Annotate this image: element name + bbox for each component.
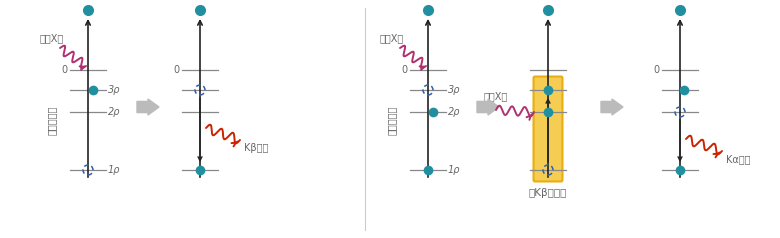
- FancyBboxPatch shape: [534, 76, 562, 182]
- Text: 3ρ: 3ρ: [108, 85, 120, 95]
- Text: 0: 0: [653, 65, 659, 75]
- Text: エネルギー: エネルギー: [387, 105, 397, 135]
- Text: 励起X線: 励起X線: [40, 33, 64, 43]
- Text: 2ρ: 2ρ: [108, 107, 120, 117]
- Text: 0: 0: [401, 65, 407, 75]
- Text: 『Kβ吸収』: 『Kβ吸収』: [529, 188, 567, 198]
- Text: 1ρ: 1ρ: [448, 165, 460, 175]
- Text: Kα発光: Kα発光: [726, 154, 750, 164]
- Text: 0: 0: [173, 65, 179, 75]
- Text: 励起X線: 励起X線: [484, 91, 508, 101]
- Text: エネルギー: エネルギー: [47, 105, 57, 135]
- Text: 励起X線: 励起X線: [380, 33, 404, 43]
- Text: 0: 0: [61, 65, 67, 75]
- Text: Kβ発光: Kβ発光: [244, 143, 268, 153]
- Polygon shape: [137, 99, 159, 115]
- Polygon shape: [601, 99, 623, 115]
- Polygon shape: [477, 99, 499, 115]
- Text: 3ρ: 3ρ: [448, 85, 460, 95]
- Text: 2ρ: 2ρ: [448, 107, 460, 117]
- Text: 1ρ: 1ρ: [108, 165, 120, 175]
